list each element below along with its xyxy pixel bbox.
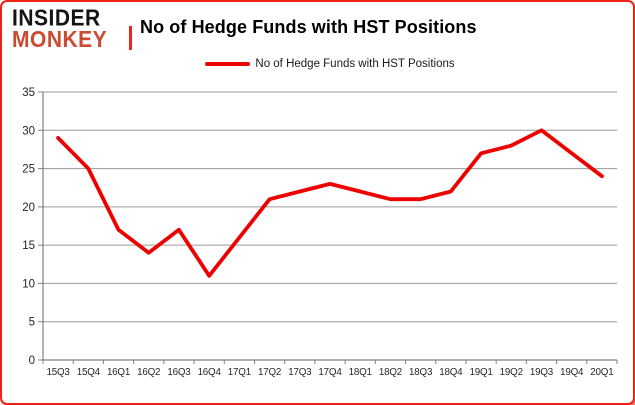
y-tick-label-20: 20 [22,202,35,214]
x-tick-label-18Q4: 18Q4 [439,367,463,378]
x-tick-label-15Q3: 15Q3 [47,367,71,378]
y-tick-label-5: 5 [29,317,35,329]
x-tick-label-16Q3: 16Q3 [167,367,191,378]
page-title: No of Hedge Funds with HST Positions [140,17,477,37]
logo-text-insider: INSIDER [12,5,101,31]
x-tick-label-20Q1: 20Q1 [590,367,613,378]
x-tick-label-19Q1: 19Q1 [469,367,492,378]
y-tick-label-35: 35 [22,87,35,99]
x-tick-label-15Q4: 15Q4 [77,367,101,378]
x-tick-label-19Q4: 19Q4 [560,367,584,378]
x-tick-label-19Q2: 19Q2 [500,367,523,378]
x-tick-label-18Q3: 18Q3 [409,367,433,378]
logo-text-monkey: MONKEY [12,26,108,52]
y-tick-label-0: 0 [29,355,35,367]
x-tick-label-18Q2: 18Q2 [379,367,402,378]
insider-monkey-logo: INSIDER MONKEY [12,5,108,52]
x-tick-label-17Q2: 17Q2 [258,367,281,378]
y-tick-label-10: 10 [22,278,35,290]
x-tick-label-17Q4: 17Q4 [318,367,342,378]
x-tick-label-16Q2: 16Q2 [137,367,160,378]
header-divider [129,26,132,50]
legend-label: No of Hedge Funds with HST Positions [255,58,455,70]
x-tick-label-17Q3: 17Q3 [288,367,312,378]
y-tick-label-30: 30 [22,125,35,137]
x-tick-label-19Q3: 19Q3 [530,367,554,378]
x-tick-label-17Q1: 17Q1 [228,367,251,378]
data-line-series [56,128,604,278]
chart-legend: No of Hedge Funds with HST Positions [43,58,617,70]
y-tick-label-15: 15 [22,240,35,252]
x-tick-label-18Q1: 18Q1 [349,367,372,378]
x-tick-label-16Q1: 16Q1 [107,367,130,378]
legend-line-swatch [205,62,251,66]
x-tick-label-16Q4: 16Q4 [198,367,222,378]
y-tick-label-25: 25 [22,164,35,176]
